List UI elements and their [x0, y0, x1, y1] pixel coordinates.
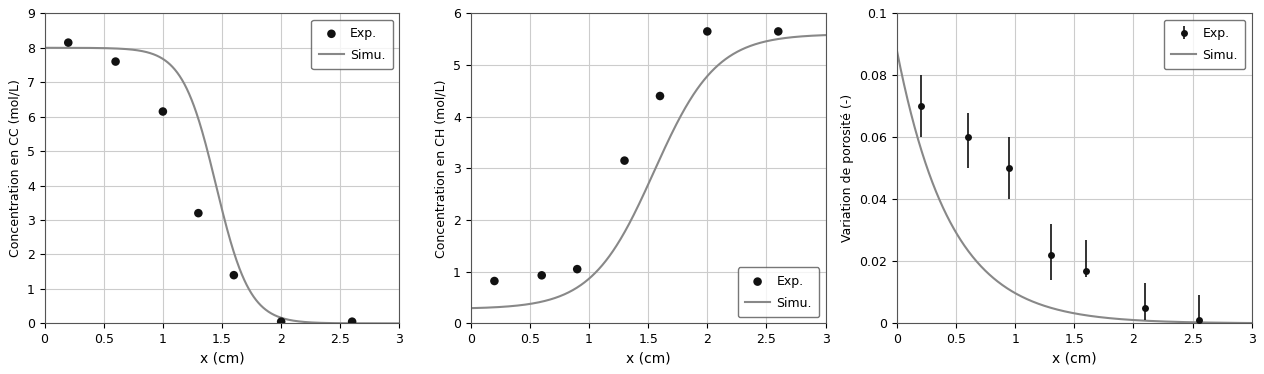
Simu.	[1050, 307, 1066, 312]
Simu.	[1098, 316, 1114, 320]
Y-axis label: Concentration en CH (mol/L): Concentration en CH (mol/L)	[435, 79, 447, 258]
Simu.	[952, 236, 967, 241]
Line: Simu.: Simu.	[897, 50, 1251, 323]
Simu.	[246, 295, 262, 299]
Simu.	[700, 73, 715, 78]
Exp.	[105, 59, 125, 65]
X-axis label: x (cm): x (cm)	[626, 352, 670, 366]
Line: Simu.: Simu.	[470, 35, 825, 308]
Exp.	[188, 210, 209, 216]
X-axis label: x (cm): x (cm)	[200, 352, 244, 366]
Exp.	[58, 40, 78, 46]
Simu.	[100, 46, 115, 50]
Simu.	[1157, 319, 1172, 324]
Exp.	[343, 319, 363, 325]
Simu.	[37, 46, 52, 50]
Exp.	[224, 272, 244, 278]
Exp.	[270, 319, 291, 325]
Exp.	[153, 108, 173, 114]
Simu.	[1126, 318, 1141, 322]
Simu.	[274, 316, 289, 320]
Simu.	[1244, 321, 1259, 325]
Exp.	[484, 278, 504, 284]
Exp.	[769, 28, 789, 34]
Simu.	[890, 48, 905, 53]
Simu.	[731, 49, 746, 53]
Exp.	[698, 28, 718, 34]
Legend: Exp., Simu.: Exp., Simu.	[311, 19, 393, 69]
Exp.	[650, 93, 670, 99]
Simu.	[463, 306, 478, 310]
X-axis label: x (cm): x (cm)	[1052, 352, 1097, 366]
Y-axis label: Variation de porosité (-): Variation de porosité (-)	[841, 94, 853, 242]
Simu.	[672, 115, 688, 120]
Simu.	[981, 271, 996, 276]
Exp.	[614, 157, 635, 163]
Legend: Exp., Simu.: Exp., Simu.	[738, 267, 819, 317]
Simu.	[555, 293, 570, 298]
Y-axis label: Concentration en CC (mol/L): Concentration en CC (mol/L)	[9, 79, 21, 257]
Simu.	[623, 217, 638, 222]
Exp.	[532, 272, 552, 278]
Simu.	[197, 140, 212, 144]
Line: Simu.: Simu.	[44, 48, 399, 324]
Simu.	[305, 320, 320, 325]
Simu.	[128, 48, 143, 52]
Exp.	[568, 266, 588, 272]
Simu.	[526, 301, 541, 306]
Legend: Exp., Simu.: Exp., Simu.	[1164, 19, 1245, 69]
Simu.	[818, 33, 833, 37]
Simu.	[392, 321, 407, 326]
